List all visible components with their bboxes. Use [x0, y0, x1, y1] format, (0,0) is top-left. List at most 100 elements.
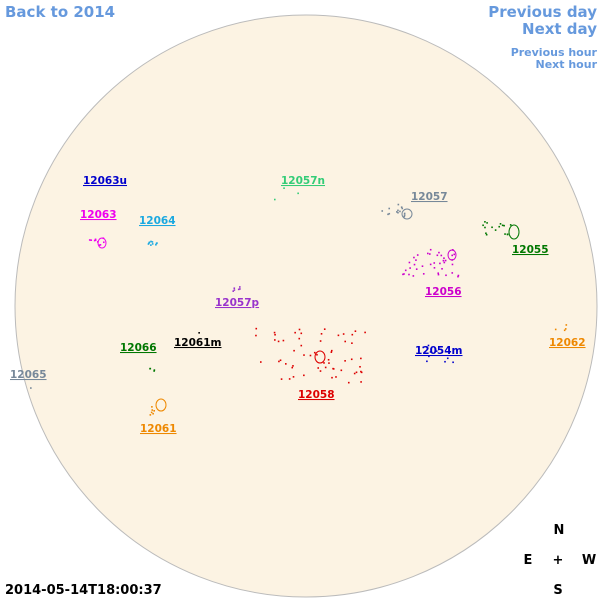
region-label[interactable]: 12063u: [83, 175, 127, 187]
sunspot: [298, 328, 301, 331]
sunspot: [427, 344, 430, 347]
sunspot: [237, 288, 240, 291]
sunspot: [399, 210, 401, 213]
sunspot: [323, 362, 325, 364]
previous-hour-link[interactable]: Previous hour: [511, 46, 598, 59]
sunspot: [30, 387, 32, 389]
sunspot: [303, 354, 305, 356]
sunspot: [344, 360, 346, 362]
sunspot: [408, 261, 411, 264]
sunspot: [433, 262, 436, 264]
sunspot: [198, 332, 200, 334]
region-label[interactable]: 12061m: [174, 337, 222, 349]
sunspot: [446, 357, 449, 360]
sunspot-contour: [314, 350, 326, 364]
sunspot: [98, 244, 101, 246]
sunspot: [335, 376, 337, 378]
region-label[interactable]: 12063: [80, 209, 117, 221]
sunspot: [274, 198, 276, 201]
sunspot: [294, 331, 296, 334]
region-label[interactable]: 12064: [139, 215, 176, 227]
sunspot: [564, 328, 567, 330]
sunspot: [565, 324, 568, 326]
sunspot: [482, 224, 484, 227]
sunspot: [347, 381, 350, 384]
region-label[interactable]: 12065: [10, 369, 47, 381]
sunspot: [433, 267, 436, 269]
sunspot: [320, 333, 323, 335]
sunspot: [428, 253, 431, 255]
sunspot: [457, 274, 460, 277]
sunspot: [397, 209, 399, 212]
sunspot: [152, 412, 154, 415]
previous-day-link[interactable]: Previous day: [488, 3, 597, 21]
sunspot-contour: [97, 237, 107, 249]
next-hour-link[interactable]: Next hour: [536, 58, 598, 71]
sunspot: [457, 275, 459, 278]
sunspot: [149, 414, 152, 416]
region-label[interactable]: 12055: [512, 244, 549, 256]
sunspot: [150, 240, 152, 243]
sunspot: [309, 354, 312, 357]
sunspot: [316, 353, 318, 356]
sunspot: [422, 346, 425, 349]
back-link[interactable]: Back to 2014: [5, 3, 115, 21]
sunspot: [233, 287, 236, 290]
sunspot: [298, 337, 301, 340]
sunspot: [151, 406, 153, 408]
sunspot: [451, 254, 453, 257]
solar-disk: [14, 14, 598, 598]
sunspot: [501, 224, 504, 227]
region-label[interactable]: 12057n: [281, 175, 325, 187]
sunspot: [355, 371, 358, 374]
sunspot: [443, 261, 446, 264]
sunspot: [342, 333, 345, 335]
sunspot: [429, 248, 432, 251]
sunspot: [415, 268, 418, 270]
sunspot: [388, 207, 391, 210]
sunspot: [491, 226, 493, 229]
region-label[interactable]: 12056: [425, 286, 462, 298]
sunspot: [444, 360, 446, 363]
sunspot: [232, 290, 235, 292]
sunspot: [499, 223, 502, 225]
sunspot: [332, 367, 334, 370]
sunspot: [445, 274, 447, 277]
sunspot: [354, 330, 357, 333]
sunspot: [381, 210, 384, 212]
sunspot: [149, 367, 152, 370]
sunspot: [364, 331, 366, 334]
sunspot: [437, 273, 440, 276]
sunspot: [484, 221, 486, 223]
region-label[interactable]: 12062: [549, 337, 586, 349]
sunspot: [554, 328, 557, 331]
sunspot: [151, 409, 154, 411]
region-label[interactable]: 12054m: [415, 345, 463, 357]
sunspot: [440, 254, 443, 257]
region-label[interactable]: 12066: [120, 342, 157, 354]
region-label[interactable]: 12057p: [215, 297, 260, 309]
sunspot: [351, 333, 354, 336]
sunspot: [155, 243, 157, 246]
sunspot: [327, 358, 330, 361]
region-label[interactable]: 12057: [411, 191, 448, 203]
region-label[interactable]: 12061: [140, 423, 177, 435]
sunspot-contour: [401, 208, 413, 220]
sunspot: [441, 267, 443, 270]
sunspot: [397, 203, 400, 206]
sunspot: [504, 233, 506, 235]
sunspot: [284, 363, 287, 365]
sunspot: [403, 212, 406, 215]
sunspot: [90, 239, 93, 241]
sunspot: [330, 351, 333, 353]
sunspot: [436, 254, 439, 257]
next-day-link[interactable]: Next day: [522, 20, 597, 38]
sunspot: [313, 351, 316, 354]
sunspot: [401, 207, 404, 210]
sunspot: [503, 224, 505, 227]
sunspot: [350, 358, 353, 361]
region-label[interactable]: 12058: [298, 389, 335, 401]
sunspot: [93, 239, 96, 242]
sunspot: [328, 362, 330, 364]
sunspot: [360, 370, 362, 373]
